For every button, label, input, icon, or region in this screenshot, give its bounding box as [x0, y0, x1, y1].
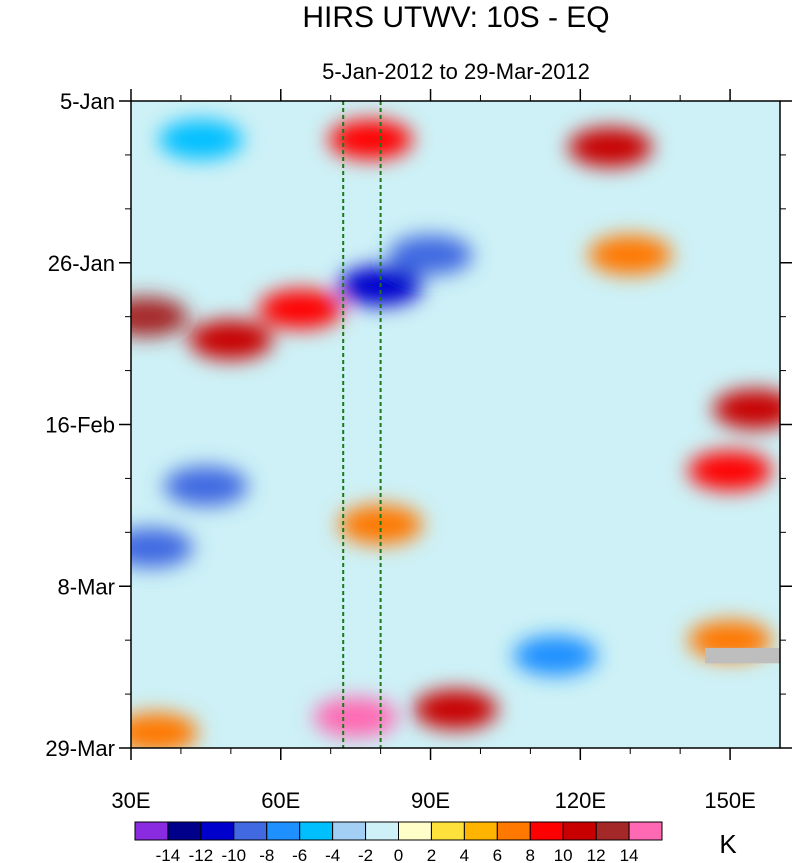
field-feature — [158, 119, 243, 160]
colorbar-swatch — [496, 821, 531, 841]
chart-title: HIRS UTWV: 10S - EQ — [302, 1, 609, 34]
colorbar-tick-label: 12 — [587, 846, 606, 863]
colorbar-swatch — [332, 821, 367, 841]
field-feature — [131, 296, 188, 337]
colorbar-tick-label: -2 — [358, 846, 373, 863]
colorbar-swatch — [430, 821, 465, 841]
plot-area — [131, 101, 780, 748]
field-feature — [413, 689, 498, 730]
colorbar-tick-label: -4 — [325, 846, 340, 863]
colorbar-swatch — [463, 821, 498, 841]
colorbar — [134, 821, 663, 841]
field-feature — [328, 119, 413, 160]
colorbar-swatch — [233, 821, 268, 841]
colorbar-tick-label: 0 — [394, 846, 403, 863]
colorbar-tick-label: 8 — [526, 846, 535, 863]
colorbar-tick-label: -14 — [156, 846, 181, 863]
colorbar-swatch — [266, 821, 301, 841]
colorbar-tick-label: 2 — [427, 846, 436, 863]
field-feature — [513, 635, 598, 676]
field-feature — [131, 527, 193, 568]
colorbar-units: K — [719, 829, 737, 859]
colorbar-swatch — [562, 821, 597, 841]
colorbar-tick-label: -12 — [189, 846, 214, 863]
colorbar-tick-label: -8 — [259, 846, 274, 863]
colorbar-tick-label: -10 — [222, 846, 247, 863]
colorbar-tick-label: 10 — [554, 846, 573, 863]
field-feature — [588, 235, 673, 275]
colorbar-tick-label: 6 — [493, 846, 502, 863]
x-tick-label: 30E — [111, 788, 150, 813]
field-feature — [258, 289, 343, 329]
x-tick-label: 90E — [411, 788, 450, 813]
x-tick-label: 60E — [261, 788, 300, 813]
x-tick-label: 150E — [704, 788, 755, 813]
colorbar-swatch — [628, 821, 663, 841]
colorbar-swatch — [529, 821, 564, 841]
reference-lines — [342, 101, 382, 748]
colorbar-swatch — [595, 821, 630, 841]
field-background — [131, 101, 780, 748]
y-tick-label: 29-Mar — [45, 736, 115, 761]
colorbar-tick-label: 14 — [620, 846, 639, 863]
field-shading — [131, 119, 780, 748]
colorbar-tick-label: -6 — [292, 846, 307, 863]
field-feature — [188, 319, 273, 360]
y-tick-label: 8-Mar — [58, 574, 115, 599]
colorbar-swatch — [200, 821, 235, 841]
y-tick-labels: 5-Jan 26-Jan 16-Feb 8-Mar 29-Mar — [45, 89, 115, 761]
field-feature — [388, 235, 473, 275]
y-tick-label: 26-Jan — [48, 251, 115, 276]
axis-ticks — [119, 89, 792, 760]
y-tick-label: 5-Jan — [60, 89, 115, 114]
field-feature — [713, 389, 780, 430]
colorbar-swatch — [167, 821, 202, 841]
missing-data-patch — [705, 647, 780, 664]
field-feature — [313, 697, 398, 738]
field-feature — [131, 712, 198, 748]
field-feature — [163, 466, 248, 507]
colorbar-tick-label: 4 — [460, 846, 469, 863]
missing-data — [705, 647, 780, 664]
colorbar-swatch — [398, 821, 432, 841]
x-tick-labels: 30E 60E 90E 120E 150E — [111, 788, 755, 813]
chart-subtitle: 5-Jan-2012 to 29-Mar-2012 — [322, 59, 590, 84]
field-feature — [568, 127, 653, 168]
field-feature — [688, 450, 773, 491]
y-tick-label: 16-Feb — [45, 413, 115, 438]
colorbar-swatch — [299, 821, 334, 841]
colorbar-labels: -14 -12 -10 -8 -6 -4 -2 0 2 4 6 8 10 12 14 — [156, 846, 639, 863]
x-tick-label: 120E — [555, 788, 606, 813]
colorbar-swatch — [365, 821, 399, 841]
colorbar-swatch — [134, 821, 169, 841]
